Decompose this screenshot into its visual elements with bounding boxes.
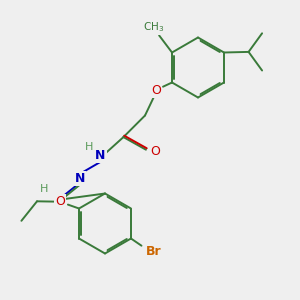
- Text: H: H: [85, 142, 93, 152]
- Text: CH$_3$: CH$_3$: [142, 20, 164, 34]
- Text: O: O: [56, 195, 65, 208]
- Text: H: H: [40, 184, 48, 194]
- Text: O: O: [152, 83, 161, 97]
- Text: N: N: [75, 172, 86, 185]
- Text: Br: Br: [146, 245, 161, 258]
- Text: N: N: [95, 148, 106, 162]
- Text: O: O: [151, 145, 160, 158]
